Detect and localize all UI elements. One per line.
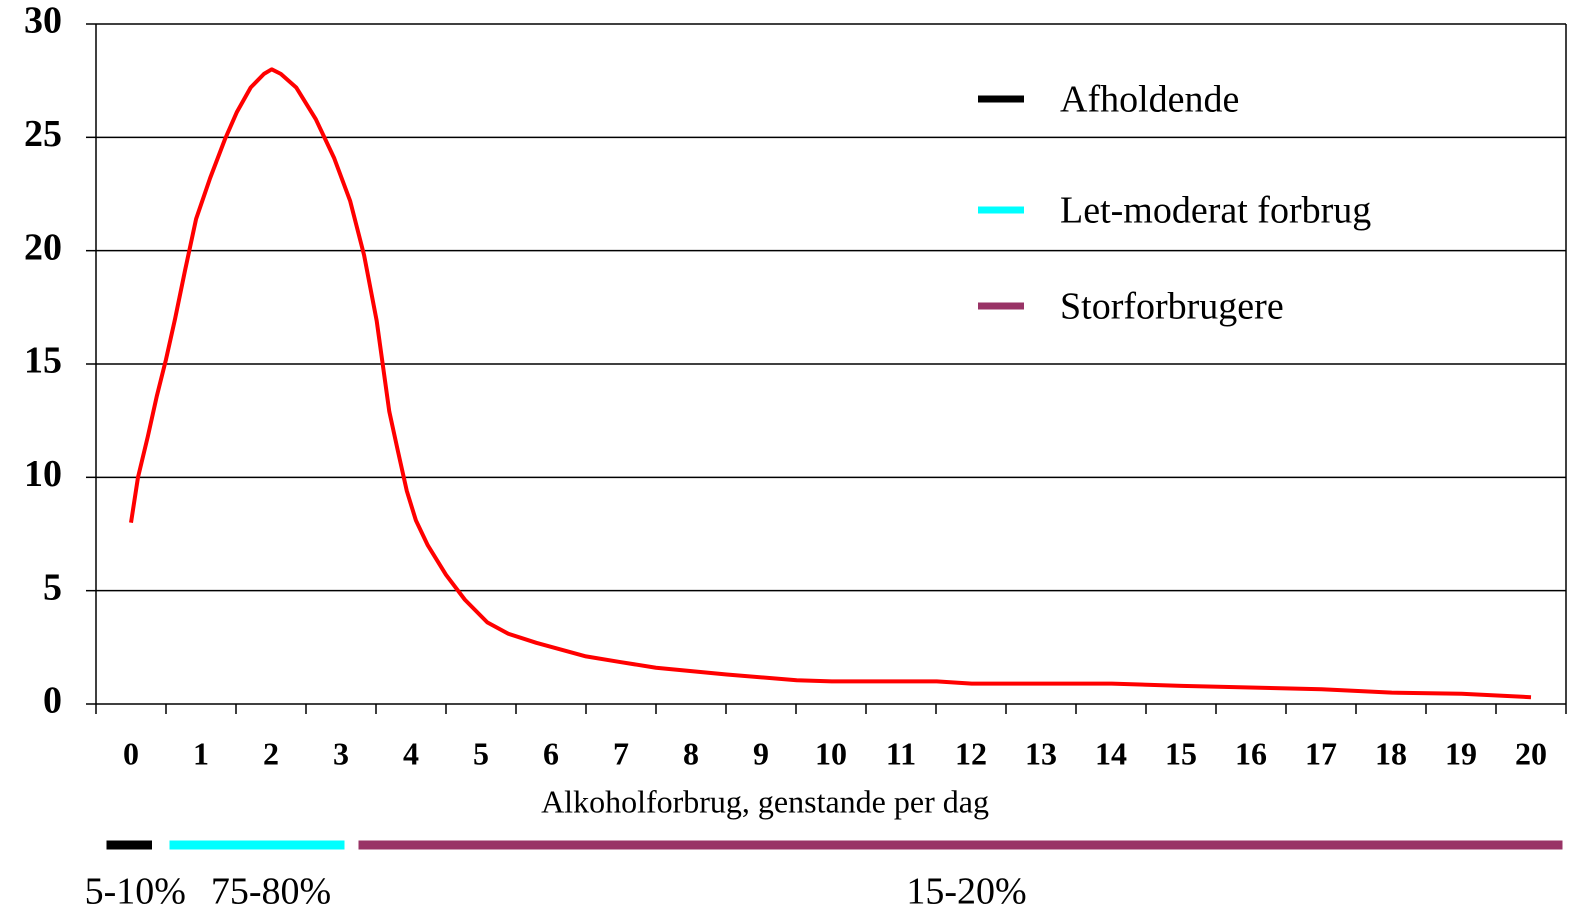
legend-label: Afholdende (1060, 79, 1239, 121)
legend-label: Let-moderat forbrug (1060, 190, 1371, 232)
x-tick-label: 15 (1165, 735, 1197, 771)
x-tick-label: 12 (955, 735, 987, 771)
x-tick-label: 0 (123, 735, 139, 771)
x-tick-label: 20 (1515, 735, 1547, 771)
y-tick-label: 30 (24, 0, 62, 42)
group-label: 15-20% (906, 871, 1026, 913)
x-tick-label: 17 (1305, 735, 1337, 771)
x-tick-label: 14 (1095, 735, 1127, 771)
x-tick-label: 10 (815, 735, 847, 771)
x-tick-label: 9 (753, 735, 769, 771)
x-axis-label: Alkoholforbrug, genstande per dag (541, 783, 989, 819)
y-tick-label: 15 (24, 340, 62, 382)
x-tick-label: 13 (1025, 735, 1057, 771)
group-label: 5-10% (85, 871, 186, 913)
x-tick-label: 3 (333, 735, 349, 771)
data-line (129, 67, 1532, 700)
legend-label: Storforbrugere (1060, 286, 1284, 328)
x-tick-label: 2 (263, 735, 279, 771)
x-tick-label: 7 (613, 735, 629, 771)
group-label: 75-80% (211, 871, 331, 913)
x-tick-label: 11 (886, 735, 916, 771)
y-tick-label: 20 (24, 226, 62, 268)
y-tick-label: 5 (43, 566, 62, 608)
x-tick-label: 18 (1375, 735, 1407, 771)
x-tick-label: 8 (683, 735, 699, 771)
x-tick-label: 16 (1235, 735, 1267, 771)
y-tick-label: 25 (24, 113, 62, 155)
y-tick-label: 0 (43, 680, 62, 722)
x-tick-label: 1 (193, 735, 209, 771)
x-tick-label: 4 (403, 735, 419, 771)
y-tick-label: 10 (24, 453, 62, 495)
x-tick-label: 19 (1445, 735, 1477, 771)
x-tick-label: 5 (473, 735, 489, 771)
x-tick-label: 6 (543, 735, 559, 771)
